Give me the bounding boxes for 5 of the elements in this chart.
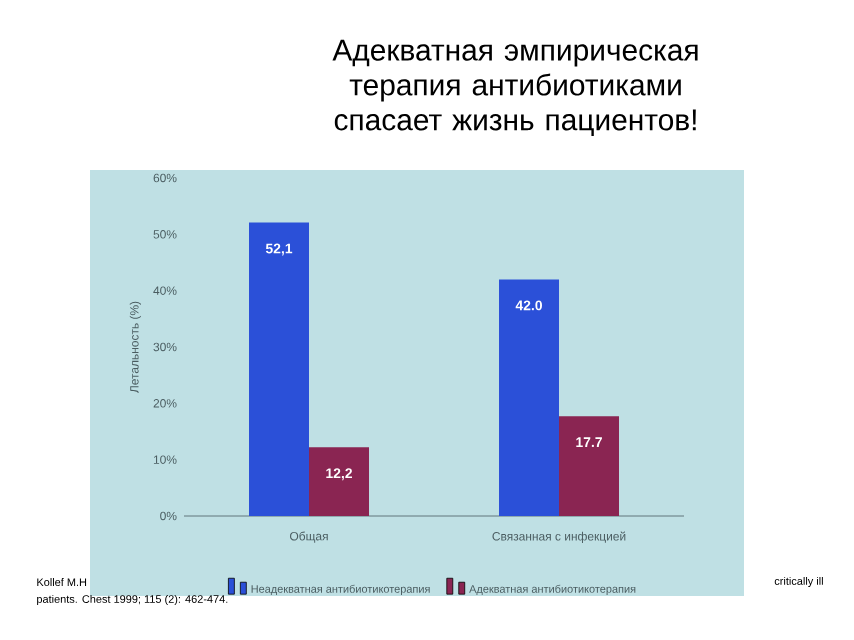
bar: [559, 416, 620, 516]
bar: [249, 222, 309, 516]
bar: [499, 279, 560, 516]
bar: [309, 447, 370, 516]
chart-title: Адекватная эмпирическая терапия антибиотиками спасает жизнь пациентов!: [332, 39, 698, 137]
